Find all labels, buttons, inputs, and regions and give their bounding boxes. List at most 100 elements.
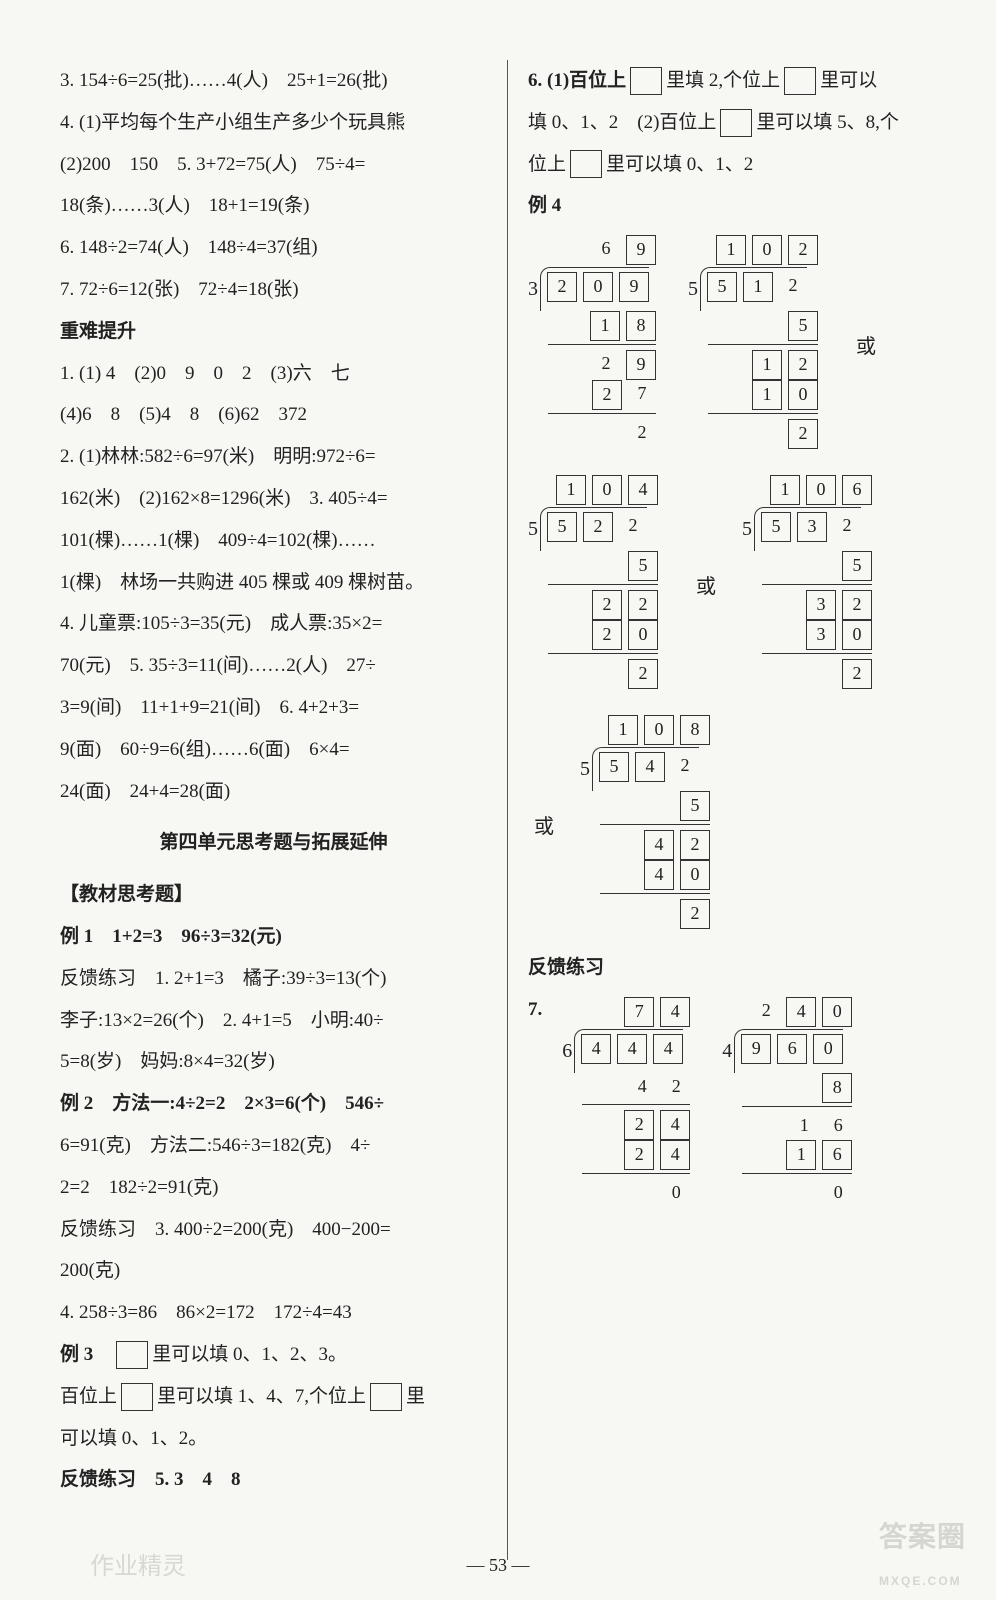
digit-box: 4: [617, 1034, 647, 1064]
text: 7. 72÷6=12(张) 72÷4=18(张): [60, 279, 299, 300]
digit-box: 1: [590, 311, 620, 341]
q6a-l2-prefix: 填 0、1、2 (2)百位上: [528, 102, 716, 144]
heavy-line: 24(面) 24+4=28(面): [60, 771, 487, 813]
long-division-2: 1025512512102: [688, 235, 818, 449]
digit-box: 0: [680, 860, 710, 890]
blank-box: [784, 67, 816, 95]
digit-box: 5: [628, 551, 658, 581]
digit-box: 0: [813, 1034, 843, 1064]
digit-box: 0: [752, 235, 782, 265]
digit: 4: [628, 1073, 656, 1101]
heavy-line: 3=9(间) 11+1+9=21(间) 6. 4+2+3=: [60, 687, 487, 729]
digit-box: 4: [581, 1034, 611, 1064]
long-division-1: 6932091829272: [528, 235, 656, 447]
bai-mid: 里可以填 1、4、7,个位上: [157, 1376, 366, 1418]
ex-line: 反馈练习 3. 400÷2=200(克) 400−200=: [60, 1209, 487, 1251]
ex3-line: 例 3 里可以填 0、1、2、3。: [60, 1334, 487, 1376]
text: 4. (1)平均每个生产小组生产多少个玩具熊: [60, 112, 405, 133]
q6-line1: 6. (1)百位上 里填 2,个位上 里可以: [528, 60, 956, 102]
ld-row-3: 或 1085542542402: [528, 707, 956, 947]
heavy-title: 重难提升: [60, 311, 487, 353]
digit-box: 0: [592, 475, 622, 505]
digit: 2: [628, 419, 656, 447]
ex-line: 反馈练习 1. 2+1=3 橘子:39÷3=13(个): [60, 958, 487, 1000]
digit-box: 5: [788, 311, 818, 341]
digit-box: 5: [547, 512, 577, 542]
digit-box: 2: [624, 1140, 654, 1170]
digit-box: 6: [777, 1034, 807, 1064]
long-division-7b: 2404960816160: [722, 997, 852, 1207]
digit-box: 4: [786, 997, 816, 1027]
divisor: 4: [722, 1029, 734, 1073]
heavy-line: 9(面) 60÷9=6(组)……6(面) 6×4=: [60, 729, 487, 771]
ex-line: 例 2 方法一:4÷2=2 2×3=6(个) 546÷: [60, 1083, 487, 1125]
text: 3. 154÷6=25(批)……4(人) 25+1=26(批): [60, 70, 388, 91]
watermark-right-sub: MXQE.COM: [879, 1568, 966, 1594]
digit-box: 5: [842, 551, 872, 581]
digit: 0: [662, 1179, 690, 1207]
ex-line: 6=91(克) 方法二:546÷3=182(克) 4÷: [60, 1125, 487, 1167]
digit-box: 0: [842, 620, 872, 650]
digit-box: 2: [583, 512, 613, 542]
digit-box: 5: [707, 272, 737, 302]
heavy-line: 70(元) 5. 35÷3=11(间)……2(人) 27÷: [60, 645, 487, 687]
q6a-suffix: 里可以: [820, 60, 877, 102]
digit: 2: [833, 512, 861, 540]
digit-box: 4: [660, 1140, 690, 1170]
or-label: 或: [850, 325, 882, 369]
digit-box: 1: [608, 715, 638, 745]
q6a-l3-suffix: 里可以填 0、1、2: [606, 144, 753, 186]
digit-box: 8: [626, 311, 656, 341]
text: 162(米) (2)162×8=1296(米) 3. 405÷4=: [60, 488, 388, 509]
text: 5=8(岁) 妈妈:8×4=32(岁): [60, 1051, 275, 1072]
q6a-l3-prefix: 位上: [528, 144, 566, 186]
q6-line3: 位上 里可以填 0、1、2: [528, 144, 956, 186]
digit-box: 0: [628, 620, 658, 650]
digit-box: 2: [628, 659, 658, 689]
or-label: 或: [690, 565, 722, 609]
text: 4. 258÷3=86 86×2=172 172÷4=43: [60, 1302, 352, 1323]
digit-box: 0: [644, 715, 674, 745]
digit-box: 2: [788, 235, 818, 265]
digit-box: 6: [842, 475, 872, 505]
bai-line2: 可以填 0、1、2。: [60, 1418, 487, 1460]
text: 4. 儿童票:105÷3=35(元) 成人票:35×2=: [60, 613, 382, 634]
digit-box: 4: [628, 475, 658, 505]
text: 例 2 方法一:4÷2=2 2×3=6(个) 546÷: [60, 1093, 384, 1114]
page: 3. 154÷6=25(批)……4(人) 25+1=26(批) 4. (1)平均…: [0, 0, 996, 1600]
divisor: 3: [528, 267, 540, 311]
heavy-line: 2. (1)林林:582÷6=97(米) 明明:972÷6=: [60, 436, 487, 478]
ex-line: 200(克): [60, 1250, 487, 1292]
ex-line: 李子:13×2=26(个) 2. 4+1=5 小明:40÷: [60, 1000, 487, 1042]
heavy-line: 4. 儿童票:105÷3=35(元) 成人票:35×2=: [60, 603, 487, 645]
heavy-line: (4)6 8 (5)4 8 (6)62 372: [60, 394, 487, 436]
text: 6=91(克) 方法二:546÷3=182(克) 4÷: [60, 1135, 370, 1156]
text: (2)200 150 5. 3+72=75(人) 75÷4=: [60, 154, 365, 175]
long-division-5: 1085542542402: [580, 715, 710, 929]
digit: 6: [592, 235, 620, 263]
text: 1(棵) 林场一共购进 405 棵或 409 棵树苗。: [60, 572, 424, 593]
digit-box: 2: [788, 419, 818, 449]
watermark-right: 答案圈 MXQE.COM: [879, 1506, 966, 1594]
q6a-mid: 里填 2,个位上: [666, 60, 780, 102]
long-division-7a: 7464444224240: [562, 997, 690, 1207]
fk5: 反馈练习 5. 3 4 8: [60, 1459, 487, 1501]
text: (4)6 8 (5)4 8 (6)62 372: [60, 404, 307, 425]
left-line: 4. (1)平均每个生产小组生产多少个玩具熊: [60, 102, 487, 144]
bai-after: 里: [406, 1376, 425, 1418]
q7-label: 7.: [528, 989, 542, 1031]
text: 200(克): [60, 1260, 120, 1281]
digit-box: 6: [822, 1140, 852, 1170]
digit-box: 0: [806, 475, 836, 505]
digit-box: 1: [716, 235, 746, 265]
digit-box: 1: [752, 380, 782, 410]
ld-row-7: 7. 7464444224240 2404960816160: [528, 989, 956, 1225]
ld-row-2: 1045522522202 或 1065532532302: [528, 467, 956, 707]
digit-box: 2: [592, 620, 622, 650]
digit-box: 5: [680, 791, 710, 821]
bracket-title: 【教材思考题】: [60, 874, 487, 916]
divisor: 5: [742, 507, 754, 551]
q6a-l2-suffix: 里可以填 5、8,个: [756, 102, 899, 144]
text: 70(元) 5. 35÷3=11(间)……2(人) 27÷: [60, 655, 376, 676]
digit-box: 2: [680, 899, 710, 929]
